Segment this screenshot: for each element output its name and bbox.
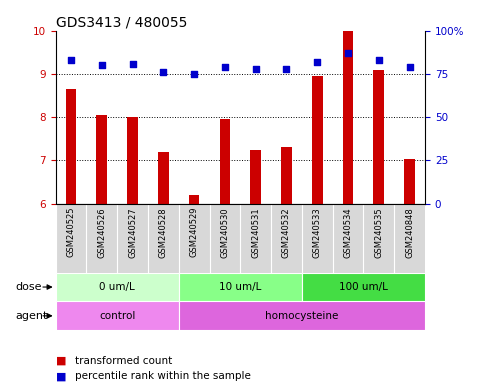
Text: ■: ■ — [56, 371, 66, 381]
Text: homocysteine: homocysteine — [265, 311, 339, 321]
Point — [283, 66, 290, 72]
Text: dose: dose — [15, 282, 42, 292]
Text: GSM240528: GSM240528 — [159, 207, 168, 258]
Text: GSM240527: GSM240527 — [128, 207, 137, 258]
Bar — [250, 149, 261, 204]
Bar — [281, 147, 292, 204]
Bar — [189, 195, 199, 204]
Text: transformed count: transformed count — [75, 356, 172, 366]
Bar — [179, 273, 302, 301]
Point — [375, 57, 383, 63]
Text: control: control — [99, 311, 135, 321]
Text: GSM240533: GSM240533 — [313, 207, 322, 258]
Text: GSM240534: GSM240534 — [343, 207, 353, 258]
Point — [406, 64, 413, 70]
Text: GSM240531: GSM240531 — [251, 207, 260, 258]
Point — [221, 64, 229, 70]
Bar — [404, 159, 415, 204]
Text: GSM240525: GSM240525 — [67, 207, 75, 258]
Text: GSM240535: GSM240535 — [374, 207, 384, 258]
Text: agent: agent — [15, 311, 48, 321]
Text: 0 um/L: 0 um/L — [99, 282, 135, 292]
Bar — [158, 152, 169, 204]
Bar — [179, 301, 425, 330]
Text: 10 um/L: 10 um/L — [219, 282, 261, 292]
Bar — [96, 115, 107, 204]
Text: GDS3413 / 480055: GDS3413 / 480055 — [56, 16, 187, 30]
Bar — [56, 301, 179, 330]
Bar — [312, 76, 323, 204]
Bar — [56, 273, 179, 301]
Text: GSM240530: GSM240530 — [220, 207, 229, 258]
Text: 100 um/L: 100 um/L — [339, 282, 388, 292]
Bar — [127, 117, 138, 204]
Point — [313, 59, 321, 65]
Point — [190, 71, 198, 77]
Point — [67, 57, 75, 63]
Bar — [219, 119, 230, 204]
Text: GSM240848: GSM240848 — [405, 207, 414, 258]
Text: GSM240526: GSM240526 — [97, 207, 106, 258]
Text: ■: ■ — [56, 356, 66, 366]
Text: GSM240529: GSM240529 — [190, 207, 199, 258]
Bar — [373, 70, 384, 204]
Text: percentile rank within the sample: percentile rank within the sample — [75, 371, 251, 381]
Text: GSM240532: GSM240532 — [282, 207, 291, 258]
Bar — [302, 273, 425, 301]
Point — [98, 62, 106, 68]
Point — [128, 60, 136, 66]
Point — [344, 50, 352, 56]
Point — [159, 69, 167, 75]
Point — [252, 66, 259, 72]
Bar — [342, 31, 354, 204]
Bar — [66, 89, 76, 204]
